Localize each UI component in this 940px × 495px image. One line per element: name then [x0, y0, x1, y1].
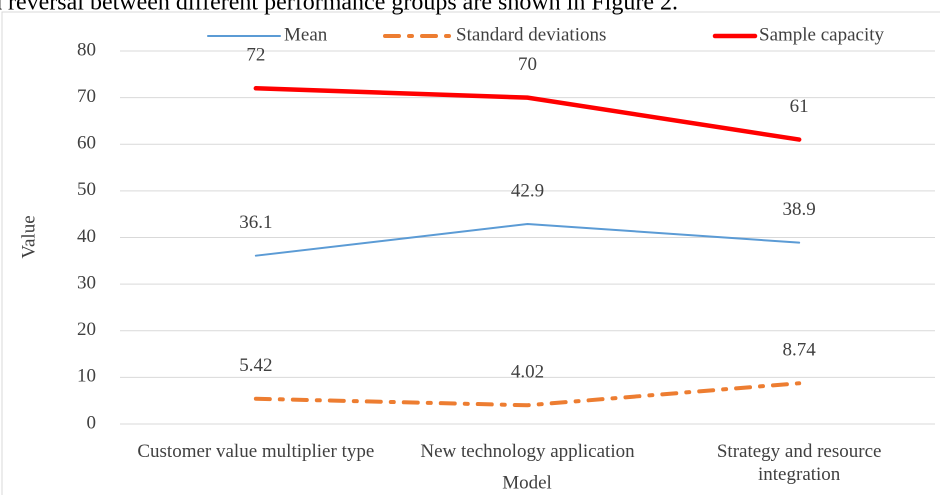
series-line	[254, 222, 801, 257]
header-text: d reversal between different performance…	[0, 0, 678, 16]
data-label: 8.74	[783, 340, 817, 361]
y-tick-label: 30	[77, 272, 96, 293]
y-tick-label: 20	[77, 319, 96, 340]
data-label: 70	[518, 54, 537, 75]
series-line	[253, 381, 802, 408]
x-tick-label: Customer value multiplier type	[137, 441, 375, 462]
data-label: 38.9	[783, 199, 816, 220]
data-label: 61	[790, 96, 809, 117]
legend-label: Mean	[284, 24, 328, 45]
x-tick-label: New technology application	[420, 441, 635, 462]
y-tick-label: 0	[87, 412, 97, 433]
data-label: 4.02	[511, 362, 544, 383]
data-label: 72	[246, 45, 265, 66]
legend-label: Sample capacity	[759, 24, 885, 45]
y-tick-label: 50	[77, 179, 96, 200]
y-tick-label: 60	[77, 133, 96, 154]
data-label: 42.9	[511, 180, 544, 201]
y-axis-label: Value	[18, 215, 39, 258]
data-label: 36.1	[239, 212, 272, 233]
data-label: 5.42	[239, 355, 272, 376]
x-axis-label: Model	[502, 472, 552, 493]
chart-border	[1, 11, 940, 495]
y-tick-label: 80	[77, 39, 96, 60]
series-line	[253, 86, 802, 142]
y-tick-label: 70	[77, 86, 96, 107]
y-tick-label: 10	[77, 366, 96, 387]
y-tick-label: 40	[77, 226, 96, 247]
legend-label: Standard deviations	[456, 24, 606, 45]
x-tick-label: Strategy and resource integration	[716, 441, 882, 485]
